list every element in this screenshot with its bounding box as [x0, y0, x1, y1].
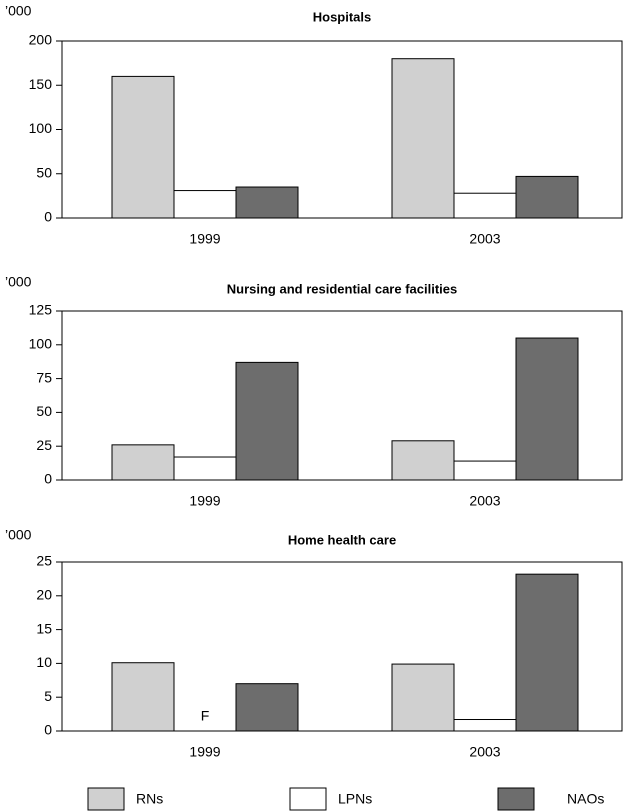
x-tick-label: 1999: [189, 493, 220, 509]
bar: [235, 361, 299, 481]
y-tick-label: 15: [36, 620, 52, 636]
bar: [515, 573, 579, 732]
y-tick-label: 25: [36, 437, 52, 453]
bar: [515, 337, 579, 481]
y-tick-label: 75: [36, 369, 52, 385]
x-tick-label: 1999: [189, 231, 220, 247]
bar: [235, 683, 299, 732]
y-tick-label: 200: [29, 32, 53, 48]
x-tick-label: 2003: [469, 231, 500, 247]
plot-frame: [61, 310, 623, 481]
legend-label: LPNs: [338, 791, 372, 807]
legend-label: RNs: [136, 791, 163, 807]
bar: [453, 192, 517, 219]
bar: [173, 456, 237, 481]
bar: [391, 663, 455, 732]
y-tick-label: 100: [29, 120, 53, 136]
bar: [391, 58, 455, 219]
unit-label: ’000: [5, 274, 32, 290]
plot-frame: [61, 40, 623, 219]
y-tick-label: 100: [29, 336, 53, 352]
unit-label: ’000: [5, 527, 32, 543]
bar: [235, 186, 299, 219]
x-tick-label: 2003: [469, 493, 500, 509]
bar: [453, 460, 517, 481]
unit-label: ’000: [5, 3, 32, 19]
legend-swatch: [289, 787, 327, 811]
y-tick-label: 50: [36, 164, 52, 180]
y-tick-label: 0: [44, 722, 52, 738]
bar: [453, 719, 517, 732]
y-tick-label: 0: [44, 471, 52, 487]
legend-label: NAOs: [567, 791, 604, 807]
bar: [111, 662, 175, 732]
y-tick-label: 10: [36, 654, 52, 670]
y-tick-label: 0: [44, 209, 52, 225]
bar: [173, 190, 237, 219]
y-tick-label: 5: [44, 688, 52, 704]
y-tick-label: 20: [36, 587, 52, 603]
y-tick-label: 25: [36, 553, 52, 569]
y-tick-label: 50: [36, 403, 52, 419]
bar: [515, 175, 579, 219]
x-tick-label: 2003: [469, 744, 500, 760]
y-tick-label: 125: [29, 302, 53, 318]
legend-swatch: [497, 787, 535, 811]
bar: [391, 440, 455, 481]
chart-title: Home health care: [288, 532, 396, 547]
plot-frame: [61, 561, 623, 732]
value-label: F: [201, 708, 210, 724]
chart-title: Nursing and residential care facilities: [227, 281, 457, 296]
legend-swatch: [87, 787, 125, 811]
bar: [111, 444, 175, 481]
bar: [111, 75, 175, 219]
x-tick-label: 1999: [189, 744, 220, 760]
chart-title: Hospitals: [313, 9, 372, 24]
y-tick-label: 150: [29, 76, 53, 92]
